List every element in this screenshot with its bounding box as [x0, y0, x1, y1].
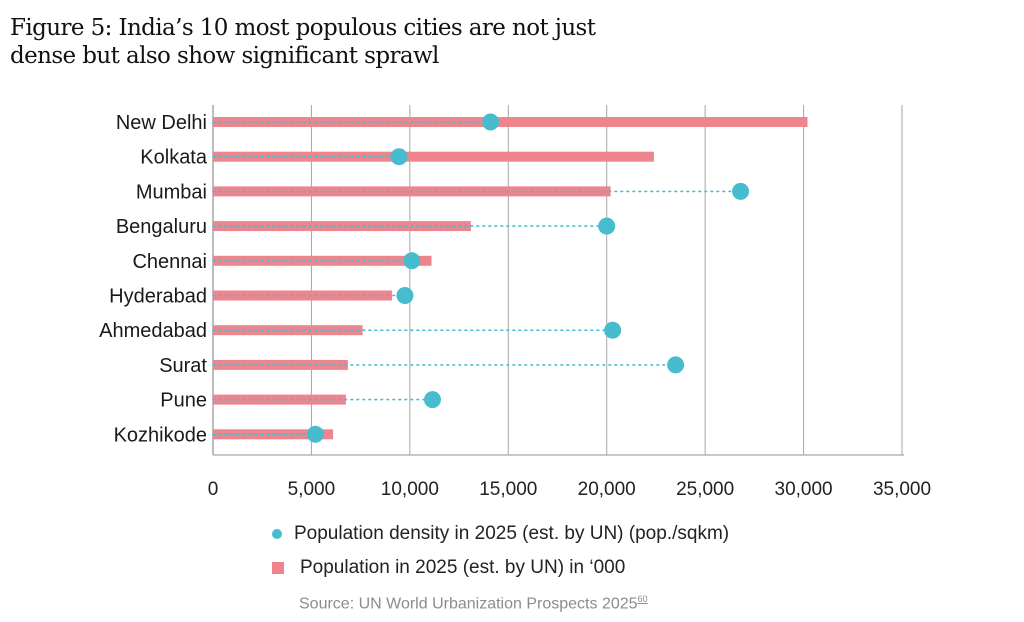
- x-tick-label: 25,000: [676, 479, 734, 500]
- chart-title: Figure 5: India’s 10 most populous citie…: [10, 14, 596, 70]
- x-tick-label: 15,000: [479, 479, 537, 500]
- density-dot: [390, 148, 408, 166]
- y-category-label: Pune: [160, 390, 207, 412]
- density-dot: [423, 391, 441, 409]
- legend-item-population: Population in 2025 (est. by UN) in ‘000: [270, 551, 729, 585]
- chart-title-line-1: Figure 5: India’s 10 most populous citie…: [10, 15, 596, 41]
- density-dot: [667, 356, 685, 374]
- legend-label-population: Population in 2025 (est. by UN) in ‘000: [300, 557, 626, 578]
- density-dots: [306, 113, 750, 443]
- x-tick-label: 35,000: [873, 479, 931, 500]
- y-category-label: Hyderabad: [109, 286, 207, 308]
- density-dot: [396, 287, 414, 304]
- population-bar: [213, 117, 808, 127]
- legend-item-density: Population density in 2025 (est. by UN) …: [270, 517, 729, 551]
- y-category-label: Ahmedabad: [99, 320, 207, 342]
- density-dot: [482, 113, 500, 131]
- density-dot: [598, 217, 616, 235]
- density-connectors: [212, 121, 742, 436]
- y-category-label: Surat: [159, 355, 207, 377]
- y-axis-labels: New Delhi Kolkata Mumbai Bengaluru Chennai Hy…: [99, 112, 208, 446]
- x-tick-label: 0: [208, 479, 219, 500]
- population-bar: [213, 221, 471, 232]
- y-category-label: New Delhi: [116, 112, 207, 134]
- source-text: Source: UN World Urbanization Prospects …: [299, 595, 638, 613]
- density-dot: [732, 182, 750, 200]
- density-dot: [604, 321, 622, 339]
- population-bar: [213, 151, 654, 162]
- legend-square-marker-icon: [272, 562, 284, 574]
- x-tick-label: 5,000: [288, 479, 336, 500]
- y-category-label: Kolkata: [140, 147, 208, 169]
- gridlines: [212, 105, 904, 456]
- y-category-label: Kozhikode: [114, 424, 207, 446]
- x-tick-label: 30,000: [775, 479, 833, 500]
- x-tick-label: 10,000: [381, 479, 439, 500]
- population-bar: [213, 325, 363, 336]
- x-axis-labels: 0 5,000 10,000 15,000 20,000 25,000 30,000 35,0…: [208, 479, 931, 500]
- x-tick-label: 20,000: [578, 479, 636, 500]
- legend-dot-marker-icon: [272, 529, 282, 539]
- source-note: Source: UN World Urbanization Prospects …: [299, 594, 648, 613]
- population-bars: [213, 117, 808, 440]
- source-reference-link[interactable]: 60: [637, 594, 648, 604]
- y-category-label: Mumbai: [136, 181, 207, 203]
- density-dot: [403, 252, 421, 270]
- legend-label-density: Population density in 2025 (est. by UN) …: [294, 523, 730, 544]
- chart-title-line-2: dense but also show significant sprawl: [10, 43, 439, 69]
- y-category-label: Bengaluru: [116, 216, 207, 238]
- density-dot: [306, 425, 324, 443]
- legend: Population density in 2025 (est. by UN) …: [270, 517, 729, 585]
- y-category-label: Chennai: [132, 251, 207, 273]
